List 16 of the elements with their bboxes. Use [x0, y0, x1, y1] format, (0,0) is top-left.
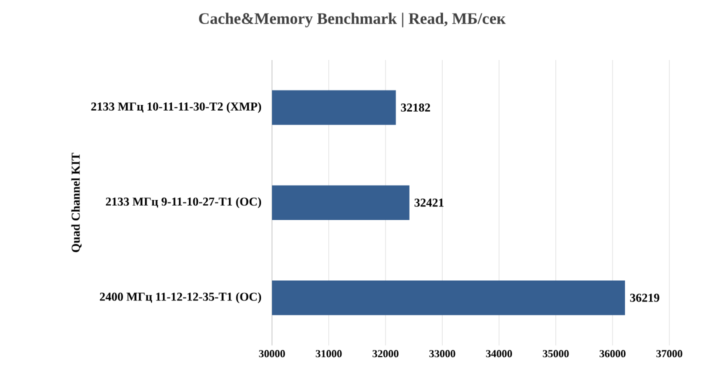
data-label: 32182 [401, 104, 430, 112]
x-tick-label: 31000 [316, 350, 342, 358]
data-label: 36219 [630, 294, 660, 302]
x-tick-label: 36000 [600, 350, 626, 358]
x-tick-label: 34000 [486, 350, 512, 358]
x-tick-label: 32000 [372, 350, 398, 358]
y-axis-title: Quad Channel KIT [71, 152, 82, 252]
x-tick-label: 33000 [429, 350, 456, 358]
x-tick-label: 35000 [542, 350, 569, 358]
y-tick-label: 2133 МГц 10-11-11-30-T2 (XMP) [91, 102, 262, 113]
y-tick-label: 2133 МГц 9-11-10-27-T1 (OC) [106, 197, 262, 208]
chart-title: Cache&Memory Benchmark | Read, МБ/сек [199, 12, 506, 28]
x-tick-label: 30000 [259, 350, 285, 358]
x-tick-label: 37000 [656, 350, 682, 358]
y-tick-label: 2400 МГц 11-12-12-35-T1 (OC) [100, 292, 262, 304]
data-label: 32421 [414, 198, 444, 207]
